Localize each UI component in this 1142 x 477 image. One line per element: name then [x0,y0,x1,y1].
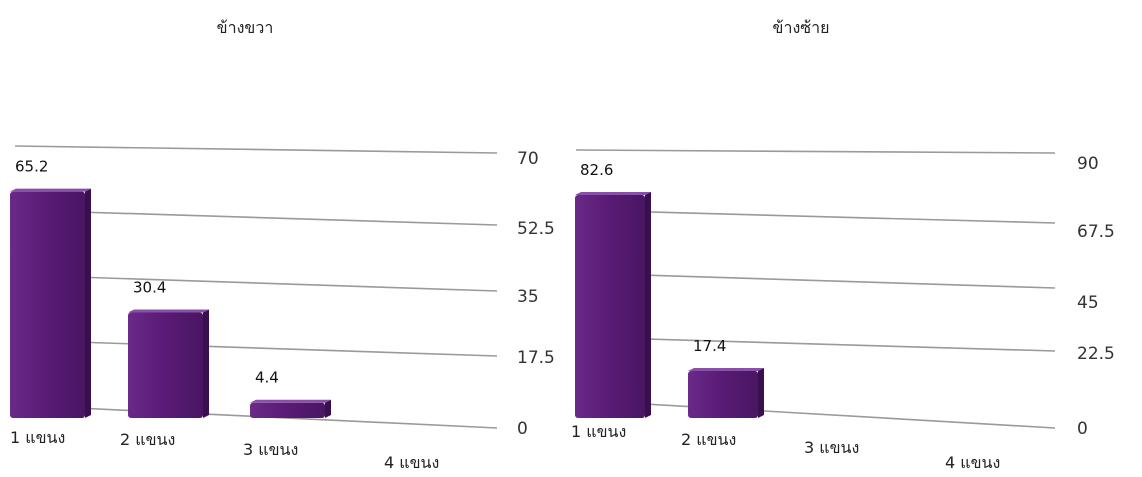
bar [10,191,85,418]
y-tick-label: 70 [517,149,539,169]
y-tick-label: 35 [517,287,539,307]
gridline [14,209,498,226]
bar-top [10,188,91,192]
bar-side [325,399,331,418]
gridline [14,274,498,292]
data-label: 17.4 [693,337,726,355]
bar-top [575,191,651,195]
gridline [575,399,1056,429]
data-label: 4.4 [255,369,279,387]
x-tick-label: 3 แขนง [804,438,859,457]
chart-plot: 0 17.5 35 52.5 70 65.2 30.4 4.4 1 แขนง 2 แขนง 3 แข… [10,145,555,472]
chart-title: ข้างซ้าย [772,18,830,37]
gridline [575,336,1056,352]
y-tick-label: 67.5 [1077,222,1115,242]
y-tick-label: 0 [517,419,528,439]
y-tick-label: 17.5 [517,348,555,368]
bar-top [128,309,209,313]
y-tick-label: 45 [1077,293,1099,313]
bar-top [250,399,331,403]
bar [575,194,645,418]
bar-side [203,309,209,418]
x-tick-label: 2 แขนง [120,430,175,449]
gridline [575,209,1056,224]
gridline [575,272,1056,289]
x-tick-label: 4 แขนง [945,453,1000,472]
data-label: 65.2 [15,158,48,176]
x-tick-label: 4 แขนง [384,453,439,472]
y-tick-label: 90 [1077,154,1099,174]
y-tick-label: 52.5 [517,219,555,239]
x-tick-label: 3 แขนง [243,440,298,459]
y-tick-label: 0 [1077,419,1088,439]
chart-plot: 0 22.5 45 67.5 90 82.6 17.4 1 แขนง 2 แขนง 3 แขนง 4… [571,149,1115,472]
bar-side [645,191,651,418]
bar-top [688,368,764,372]
x-tick-label: 1 แขนง [10,428,65,447]
x-tick-label: 2 แขนง [681,430,736,449]
bar-side [758,368,764,418]
chart-title: ข้างขวา [216,18,274,37]
bar-side [85,188,91,418]
bar [688,371,758,418]
gridline [14,145,498,154]
bar [250,402,325,418]
bar [128,312,203,418]
chart-right-side: ข้างขวา 0 17.5 35 52.5 70 65.2 30.4 4.4 1 แขนง 2 … [10,18,555,472]
data-label: 82.6 [580,161,613,179]
gridline [575,149,1056,154]
gridline [14,339,498,357]
data-label: 30.4 [133,278,166,296]
y-tick-label: 22.5 [1077,344,1115,364]
x-tick-label: 1 แขนง [571,422,626,441]
chart-left-side: ข้างซ้าย 0 22.5 45 67.5 90 82.6 17.4 1 แขนง 2 แข… [561,0,1142,477]
